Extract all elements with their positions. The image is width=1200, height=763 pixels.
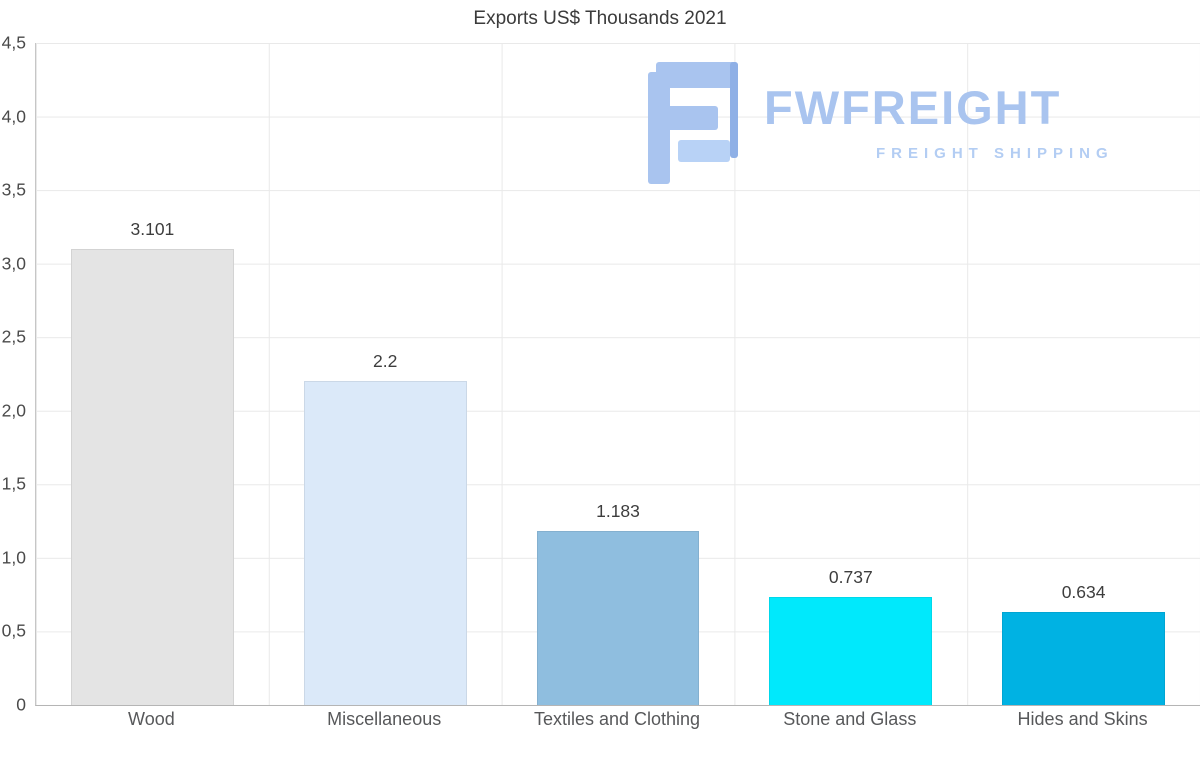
watermark-tagline: FREIGHT SHIPPING [876,145,1114,162]
bar-hides-and-skins [1002,611,1166,705]
bar-value-label: 1.183 [596,500,640,521]
y-axis: 4,5 4,0 3,5 3,0 2,5 2,0 1,5 1,0 0,5 0 [0,33,28,715]
x-axis-label-hides-and-skins: Hides and Skins [1017,709,1148,729]
bar-column-hides-and-skins: 0.634 [967,43,1200,705]
y-tick-label: 4,5 [1,32,26,53]
x-axis-label-textiles-and-clothing: Textiles and Clothing [533,709,701,729]
watermark: FWFREIGHT FREIGHT SHIPPING [648,62,1148,187]
x-axis-label-miscellaneous: Miscellaneous [327,709,442,729]
watermark-text: FWFREIGHT FREIGHT SHIPPING [764,62,1114,162]
fwfreight-logo-icon [648,62,744,189]
y-tick-label: 0 [16,694,26,715]
bar-column-wood: 3.101 [36,43,269,705]
bar-wood [70,248,234,705]
y-tick-label: 4,0 [1,106,26,127]
x-axis-label-wood: Wood [128,709,175,729]
y-tick-label: 2,5 [1,326,26,347]
y-tick-label: 2,0 [1,400,26,421]
y-tick-label: 3,5 [1,179,26,200]
watermark-brand: FWFREIGHT [764,81,1062,134]
x-axis-label-stone-and-glass: Stone and Glass [783,709,917,729]
y-tick-label: 0,5 [1,620,26,641]
bar-stone-and-glass [769,596,933,705]
bar-value-label: 2.2 [373,351,398,372]
bar-value-label: 3.101 [130,218,175,239]
bar-miscellaneous [303,381,467,705]
bar-column-miscellaneous: 2.2 [269,43,502,705]
bar-column-stone-and-glass: 0.737 [734,43,967,705]
plot-area: 3.101 2.2 1.183 0.737 0.634 [35,43,1200,706]
y-tick-label: 1,0 [1,547,26,568]
x-axis: Wood Miscellaneous Textiles and Clothing… [35,709,1199,743]
bar-value-label: 0.737 [828,566,873,587]
chart-title: Exports US$ Thousands 2021 [473,8,727,29]
bar-value-label: 0.634 [1061,581,1106,602]
y-tick-label: 3,0 [1,253,26,274]
bar-textiles-and-clothing [536,530,700,705]
bar-column-textiles-and-clothing: 1.183 [502,43,735,705]
y-tick-label: 1,5 [1,473,26,494]
